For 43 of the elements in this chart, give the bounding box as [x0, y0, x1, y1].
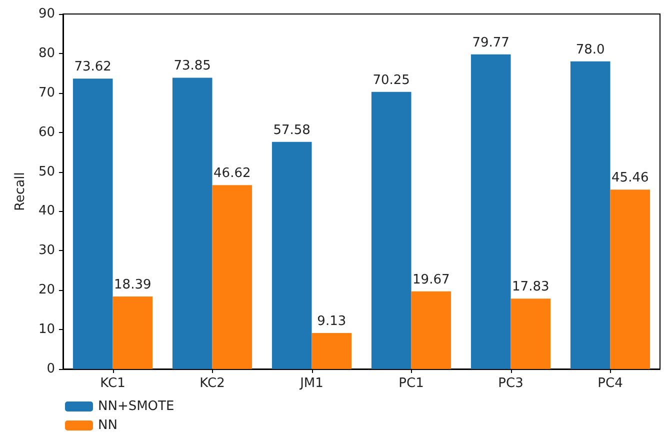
data-label: 70.25: [372, 72, 410, 88]
bar: [570, 61, 610, 369]
y-axis-title: Recall: [13, 172, 28, 211]
data-label: 79.77: [472, 35, 510, 50]
x-tick-label: PC4: [598, 376, 623, 391]
y-tick-label: 10: [38, 322, 55, 338]
bar: [371, 92, 412, 369]
data-label: 46.62: [214, 166, 251, 182]
bar: [411, 291, 452, 369]
y-tick-label: 60: [38, 124, 55, 140]
data-label: 19.67: [412, 272, 450, 288]
x-tick-label: PC3: [498, 376, 524, 391]
bar: [212, 185, 252, 369]
y-tick-label: 20: [38, 282, 55, 298]
y-tick-label: 30: [38, 243, 55, 258]
y-tick-label: 50: [38, 164, 55, 180]
y-tick-label: 0: [46, 362, 55, 376]
data-label: 73.62: [74, 60, 112, 75]
x-tick-label: PC1: [398, 376, 424, 391]
bar: [610, 190, 650, 369]
bar: [470, 54, 511, 369]
x-tick-label: KC1: [100, 376, 126, 391]
y-tick-label: 40: [38, 204, 55, 219]
data-label: 57.58: [273, 122, 310, 138]
data-label: 73.85: [174, 58, 211, 74]
data-label: 45.46: [612, 170, 649, 186]
bar: [272, 142, 312, 369]
bar: [312, 332, 352, 369]
data-label: 18.39: [114, 277, 152, 292]
y-tick-label: 90: [38, 6, 55, 22]
y-tick-label: 70: [38, 85, 55, 100]
data-label: 17.83: [512, 280, 550, 295]
legend-label: NN: [98, 418, 118, 433]
x-tick-label: KC2: [200, 376, 225, 391]
data-label: 78.0: [576, 42, 605, 58]
bar: [112, 296, 153, 369]
bar: [510, 298, 551, 369]
legend-label: NN+SMOTE: [98, 399, 174, 414]
bar: [72, 78, 113, 369]
data-label: 9.13: [317, 314, 346, 329]
bar: [172, 78, 212, 369]
x-tick-label: JM1: [299, 376, 324, 391]
y-tick-label: 80: [38, 46, 55, 61]
